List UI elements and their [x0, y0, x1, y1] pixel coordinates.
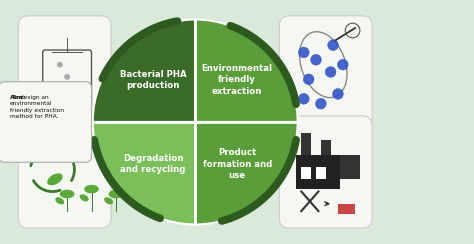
Bar: [301, 167, 311, 179]
Wedge shape: [195, 20, 298, 122]
Ellipse shape: [47, 173, 63, 185]
Circle shape: [299, 47, 309, 58]
Circle shape: [316, 98, 326, 109]
Text: Bacterial PHA
production: Bacterial PHA production: [120, 70, 186, 90]
Text: To design an
environmental
friendly extraction
method for PHA.: To design an environmental friendly extr…: [10, 95, 64, 120]
Circle shape: [299, 93, 309, 104]
FancyBboxPatch shape: [18, 116, 111, 228]
FancyBboxPatch shape: [279, 16, 372, 128]
Circle shape: [303, 74, 314, 85]
FancyBboxPatch shape: [279, 116, 372, 228]
Circle shape: [52, 91, 58, 97]
Text: Degradation
and recycling: Degradation and recycling: [120, 154, 186, 174]
Text: Product
formation and
use: Product formation and use: [202, 148, 272, 180]
Bar: [301, 133, 311, 155]
Circle shape: [87, 107, 91, 111]
Ellipse shape: [104, 197, 113, 204]
FancyBboxPatch shape: [18, 16, 111, 128]
Wedge shape: [93, 122, 195, 224]
Ellipse shape: [84, 185, 99, 193]
Ellipse shape: [109, 190, 123, 198]
Ellipse shape: [80, 194, 89, 202]
Circle shape: [333, 89, 343, 99]
Bar: [296, 155, 340, 189]
Text: Aim:: Aim:: [10, 95, 26, 100]
Circle shape: [58, 107, 62, 111]
Circle shape: [310, 54, 321, 65]
Circle shape: [328, 40, 338, 51]
Circle shape: [325, 67, 336, 77]
Circle shape: [43, 107, 47, 111]
Bar: [338, 204, 355, 214]
Ellipse shape: [60, 190, 74, 198]
Circle shape: [337, 59, 348, 70]
Circle shape: [64, 74, 70, 80]
Bar: [316, 167, 326, 179]
Circle shape: [73, 107, 76, 111]
Wedge shape: [93, 20, 195, 122]
Circle shape: [57, 62, 63, 68]
FancyBboxPatch shape: [0, 82, 91, 162]
Circle shape: [76, 91, 82, 97]
Text: Environmental
friendly
extraction: Environmental friendly extraction: [202, 64, 273, 96]
Ellipse shape: [55, 197, 64, 204]
Bar: [321, 140, 331, 155]
Bar: [340, 155, 360, 179]
Wedge shape: [195, 122, 298, 224]
